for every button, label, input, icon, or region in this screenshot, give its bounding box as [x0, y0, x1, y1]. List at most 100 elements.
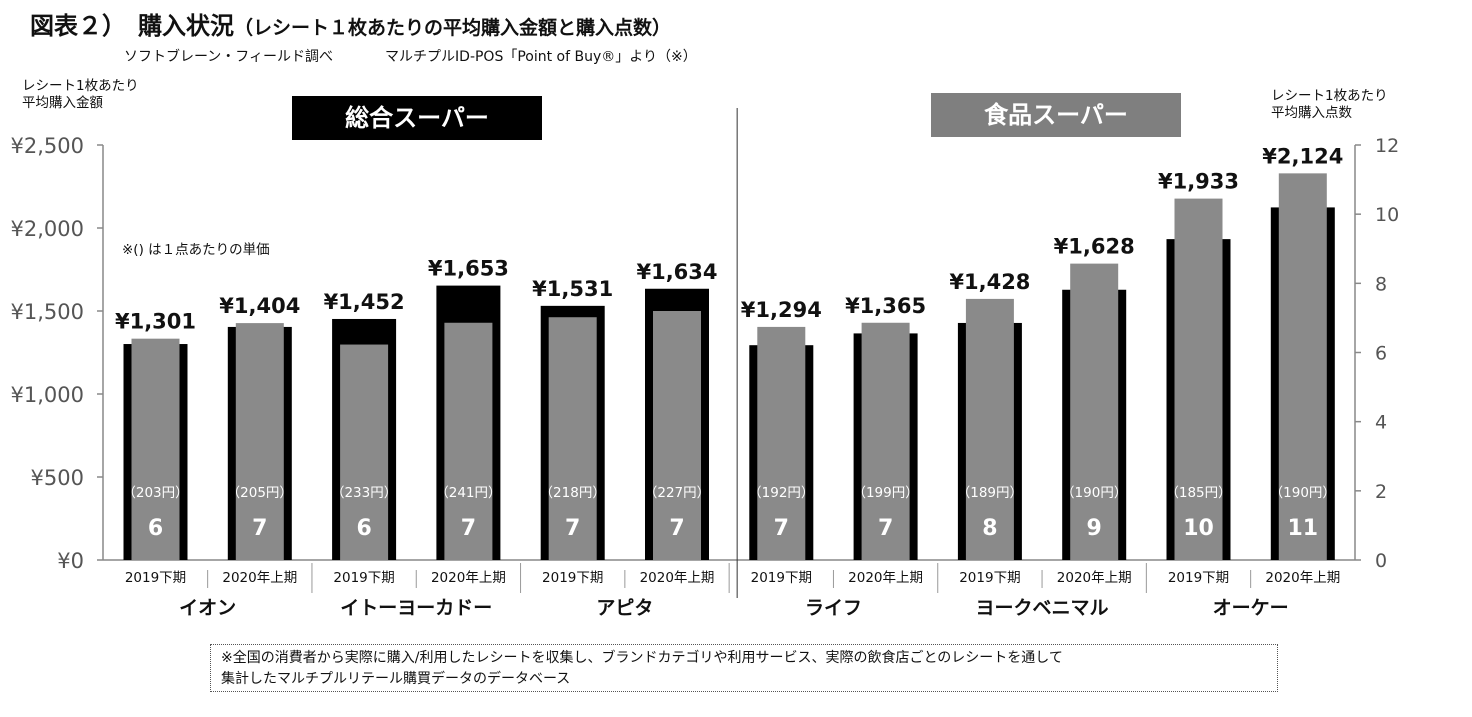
unit-price-note: ※() は１点あたりの単価 — [122, 242, 270, 258]
amount-label: ¥1,365 — [845, 294, 926, 318]
right-tick-label: 4 — [1375, 412, 1387, 434]
amount-label: ¥1,628 — [1054, 235, 1135, 259]
amount-label: ¥1,452 — [324, 290, 405, 314]
amount-label: ¥1,933 — [1158, 170, 1239, 194]
items-count-label: 9 — [1087, 516, 1102, 541]
footnote-line2: 集計したマルチプルリテール購買データのデータベース — [221, 671, 571, 687]
unit-price-label: （190円） — [1270, 485, 1336, 501]
items-count-label: 11 — [1287, 516, 1318, 541]
page-title: 図表２） 購入状況（レシート１枚あたりの平均購入金額と購入点数） — [30, 6, 671, 41]
items-count-label: 7 — [774, 516, 789, 541]
items-bar — [1278, 173, 1327, 560]
amount-label: ¥2,124 — [1262, 144, 1343, 168]
amount-label: ¥1,531 — [532, 277, 613, 301]
left-tick-label: ¥500 — [31, 466, 84, 490]
store-name-label: ライフ — [805, 597, 862, 619]
right-tick-label: 2 — [1375, 481, 1387, 503]
period-label: 2019下期 — [751, 570, 812, 586]
unit-price-label: （199円） — [852, 485, 918, 501]
items-count-label: 7 — [878, 516, 893, 541]
items-bar — [757, 326, 806, 560]
right-tick-label: 8 — [1375, 273, 1387, 295]
items-count-label: 10 — [1183, 516, 1214, 541]
items-bar — [965, 298, 1014, 560]
source-line: ソフトブレーン・フィールド調べ マルチプルID-POS「Point of Buy®… — [124, 46, 697, 66]
right-axis-title: レシート1枚あたり 平均購入点数 — [1271, 88, 1388, 122]
axes-group: ¥0 ¥500 ¥1,000 ¥1,500 ¥2,000 ¥2,500 0 2 4 6 8 10 12 — [11, 108, 1399, 598]
unit-price-label: （203円） — [122, 485, 188, 501]
items-count-label: 7 — [669, 516, 684, 541]
store-name-label: イオン — [179, 597, 236, 619]
items-count-label: 6 — [356, 516, 371, 541]
footnote-box: ※全国の消費者から実際に購入/利用したレシートを収集し、ブランドカテゴリや利用サ… — [210, 644, 1278, 692]
left-tick-label: ¥1,000 — [11, 383, 84, 407]
items-bar — [1174, 198, 1223, 560]
left-tick-label: ¥2,000 — [11, 217, 84, 241]
left-axis-title: レシート1枚あたり 平均購入金額 — [22, 78, 139, 112]
items-count-label: 7 — [252, 516, 267, 541]
items-bar — [1070, 263, 1119, 560]
left-tick-label: ¥0 — [57, 549, 84, 573]
right-axis-title-line1: レシート1枚あたり — [1271, 88, 1388, 104]
amount-label: ¥1,653 — [428, 257, 509, 281]
period-label: 2020年上期 — [1265, 570, 1340, 586]
bars-group — [123, 173, 1335, 560]
amount-label: ¥1,301 — [115, 310, 196, 334]
items-count-label: 8 — [982, 516, 997, 541]
right-axis-title-line2: 平均購入点数 — [1271, 105, 1352, 121]
left-axis-title-line2: 平均購入金額 — [22, 95, 103, 111]
period-label: 2020年上期 — [1057, 570, 1132, 586]
right-tick-label: 6 — [1375, 343, 1387, 365]
amount-label: ¥1,294 — [741, 298, 822, 322]
items-bar — [861, 322, 910, 560]
unit-price-label: （205円） — [227, 485, 293, 501]
unit-price-label: （185円） — [1165, 485, 1231, 501]
title-main: 図表２） 購入状況 — [30, 12, 234, 40]
amount-label: ¥1,428 — [949, 270, 1030, 294]
left-tick-label: ¥1,500 — [11, 300, 84, 324]
period-label: 2020年上期 — [640, 570, 715, 586]
left-axis-title-line1: レシート1枚あたり — [22, 78, 139, 94]
footnote-line1: ※全国の消費者から実際に購入/利用したレシートを収集し、ブランドカテゴリや利用サ… — [221, 650, 1063, 666]
period-label: 2019下期 — [542, 570, 603, 586]
items-bar — [235, 323, 284, 560]
source-text-2: マルチプルID-POS「Point of Buy®」より（※） — [385, 49, 697, 65]
segment-label-gms: 総合スーパー — [292, 96, 542, 140]
items-bar — [444, 322, 493, 560]
unit-price-label: （218円） — [540, 485, 606, 501]
left-tick-label: ¥2,500 — [11, 134, 84, 158]
items-bar — [548, 317, 597, 560]
period-label: 2019下期 — [1168, 570, 1229, 586]
items-bar — [131, 338, 180, 560]
items-bar — [653, 311, 701, 560]
unit-price-label: （192円） — [748, 485, 814, 501]
source-text-1: ソフトブレーン・フィールド調べ — [124, 49, 334, 65]
period-label: 2020年上期 — [431, 570, 506, 586]
items-count-label: 6 — [148, 516, 163, 541]
title-sub: （レシート１枚あたりの平均購入金額と購入点数） — [234, 17, 672, 39]
period-label: 2019下期 — [125, 570, 186, 586]
unit-price-label: （233円） — [331, 485, 397, 501]
period-label: 2020年上期 — [222, 570, 297, 586]
segment-label-food: 食品スーパー — [931, 93, 1181, 137]
items-count-label: 7 — [461, 516, 476, 541]
period-label: 2019下期 — [959, 570, 1020, 586]
store-name-label: アピタ — [596, 597, 653, 619]
store-name-label: ヨークベニマル — [976, 597, 1109, 619]
unit-price-label: （241円） — [435, 485, 501, 501]
store-name-label: イトーヨーカドー — [340, 597, 492, 619]
period-label: 2020年上期 — [848, 570, 923, 586]
items-count-label: 7 — [565, 516, 580, 541]
period-label: 2019下期 — [333, 570, 394, 586]
store-name-label: オーケー — [1213, 597, 1289, 619]
items-bar — [340, 344, 389, 560]
unit-price-label: （190円） — [1061, 485, 1127, 501]
amount-label: ¥1,634 — [636, 260, 717, 284]
right-tick-label: 12 — [1375, 135, 1399, 157]
right-tick-label: 0 — [1375, 550, 1387, 572]
labels-group: ¥1,301 （203円） 6 2019下期 ¥1,404 （205円） 7 2020年上期イ… — [115, 144, 1343, 619]
right-tick-label: 10 — [1375, 204, 1399, 226]
unit-price-label: （227円） — [644, 485, 710, 501]
amount-label: ¥1,404 — [219, 294, 300, 318]
